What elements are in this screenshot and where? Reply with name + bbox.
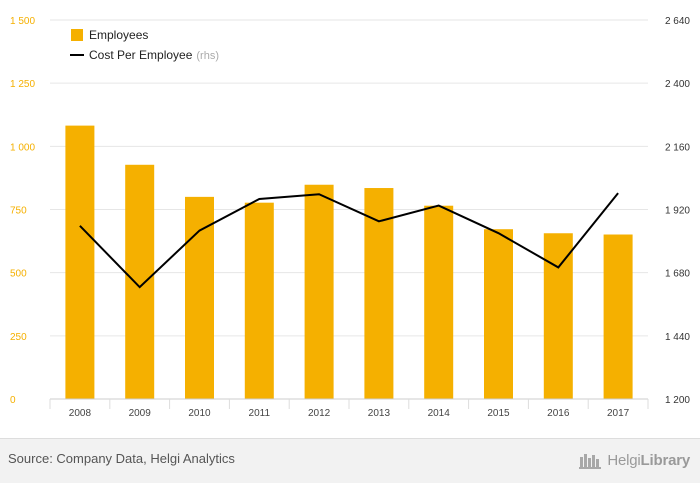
x-tick-label: 2015 xyxy=(487,408,510,419)
y-right-tick-label: 2 160 xyxy=(665,142,690,153)
library-icon xyxy=(579,454,602,469)
legend-label-employees: Employees xyxy=(89,28,148,42)
bar-employees xyxy=(484,229,513,399)
legend-swatch-employees xyxy=(71,29,83,41)
bar-employees xyxy=(125,164,155,399)
bar-employees xyxy=(364,188,394,399)
x-tick-label: 2017 xyxy=(607,408,630,419)
helgi-library-logo[interactable]: HelgiLibrary xyxy=(579,449,690,471)
footer: Source: Company Data, Helgi Analytics He… xyxy=(0,438,700,483)
bar-employees xyxy=(424,205,454,399)
line-cost-per-employee xyxy=(79,192,619,289)
y-left-tick-label: 1 500 xyxy=(10,16,35,27)
y-left-tick-label: 750 xyxy=(10,206,27,217)
y-right-tick-label: 1 680 xyxy=(665,269,690,280)
y-axis-left: 0 250 500 750 1 000 1 250 1 500 xyxy=(10,16,35,406)
bar-employees xyxy=(185,196,214,399)
x-tick-label: 2008 xyxy=(69,408,92,419)
legend-label-cost: Cost Per Employee (rhs) xyxy=(89,48,219,62)
y-right-tick-label: 1 920 xyxy=(665,206,690,217)
y-left-tick-label: 500 xyxy=(10,269,27,280)
x-tick-label: 2010 xyxy=(188,408,211,419)
bar-employees xyxy=(304,184,334,399)
y-left-tick-label: 250 xyxy=(10,332,27,343)
legend: Employees Cost Per Employee (rhs) xyxy=(70,28,219,62)
bar-employees xyxy=(543,233,573,399)
x-axis: 2008 2009 2010 2011 2012 2013 2014 2015 2016 2017 xyxy=(49,398,649,419)
y-right-tick-label: 2 400 xyxy=(665,79,690,90)
x-tick-label: 2011 xyxy=(249,408,271,419)
legend-label-cost-text: Cost Per Employee xyxy=(89,48,193,62)
x-tick-label: 2012 xyxy=(308,408,331,419)
y-left-tick-label: 1 000 xyxy=(10,142,35,153)
logo-text: HelgiLibrary xyxy=(607,451,690,469)
legend-label-cost-suffix: (rhs) xyxy=(196,50,219,62)
x-tick-label: 2016 xyxy=(547,408,570,419)
bar-employees xyxy=(603,234,633,399)
employee-bars xyxy=(65,125,633,399)
chart-area: 2008 2009 2010 2011 2012 2013 2014 2015 2016 2017… xyxy=(10,16,690,419)
source-text: Source: Company Data, Helgi Analytics xyxy=(8,451,235,466)
x-tick-label: 2014 xyxy=(428,408,451,419)
y-axis-right: 1 200 1 440 1 680 1 920 2 160 2 400 2 640 xyxy=(665,16,690,406)
x-tick-label: 2013 xyxy=(368,408,391,419)
bar-employees xyxy=(244,202,274,399)
bar-employees xyxy=(65,125,95,399)
cost-line xyxy=(79,192,619,289)
x-tick-label: 2009 xyxy=(129,408,152,419)
y-right-tick-label: 1 440 xyxy=(665,332,690,343)
y-left-tick-label: 1 250 xyxy=(10,79,35,90)
y-right-tick-label: 1 200 xyxy=(665,395,690,406)
y-right-tick-label: 2 640 xyxy=(665,16,690,27)
y-left-tick-label: 0 xyxy=(10,395,16,406)
